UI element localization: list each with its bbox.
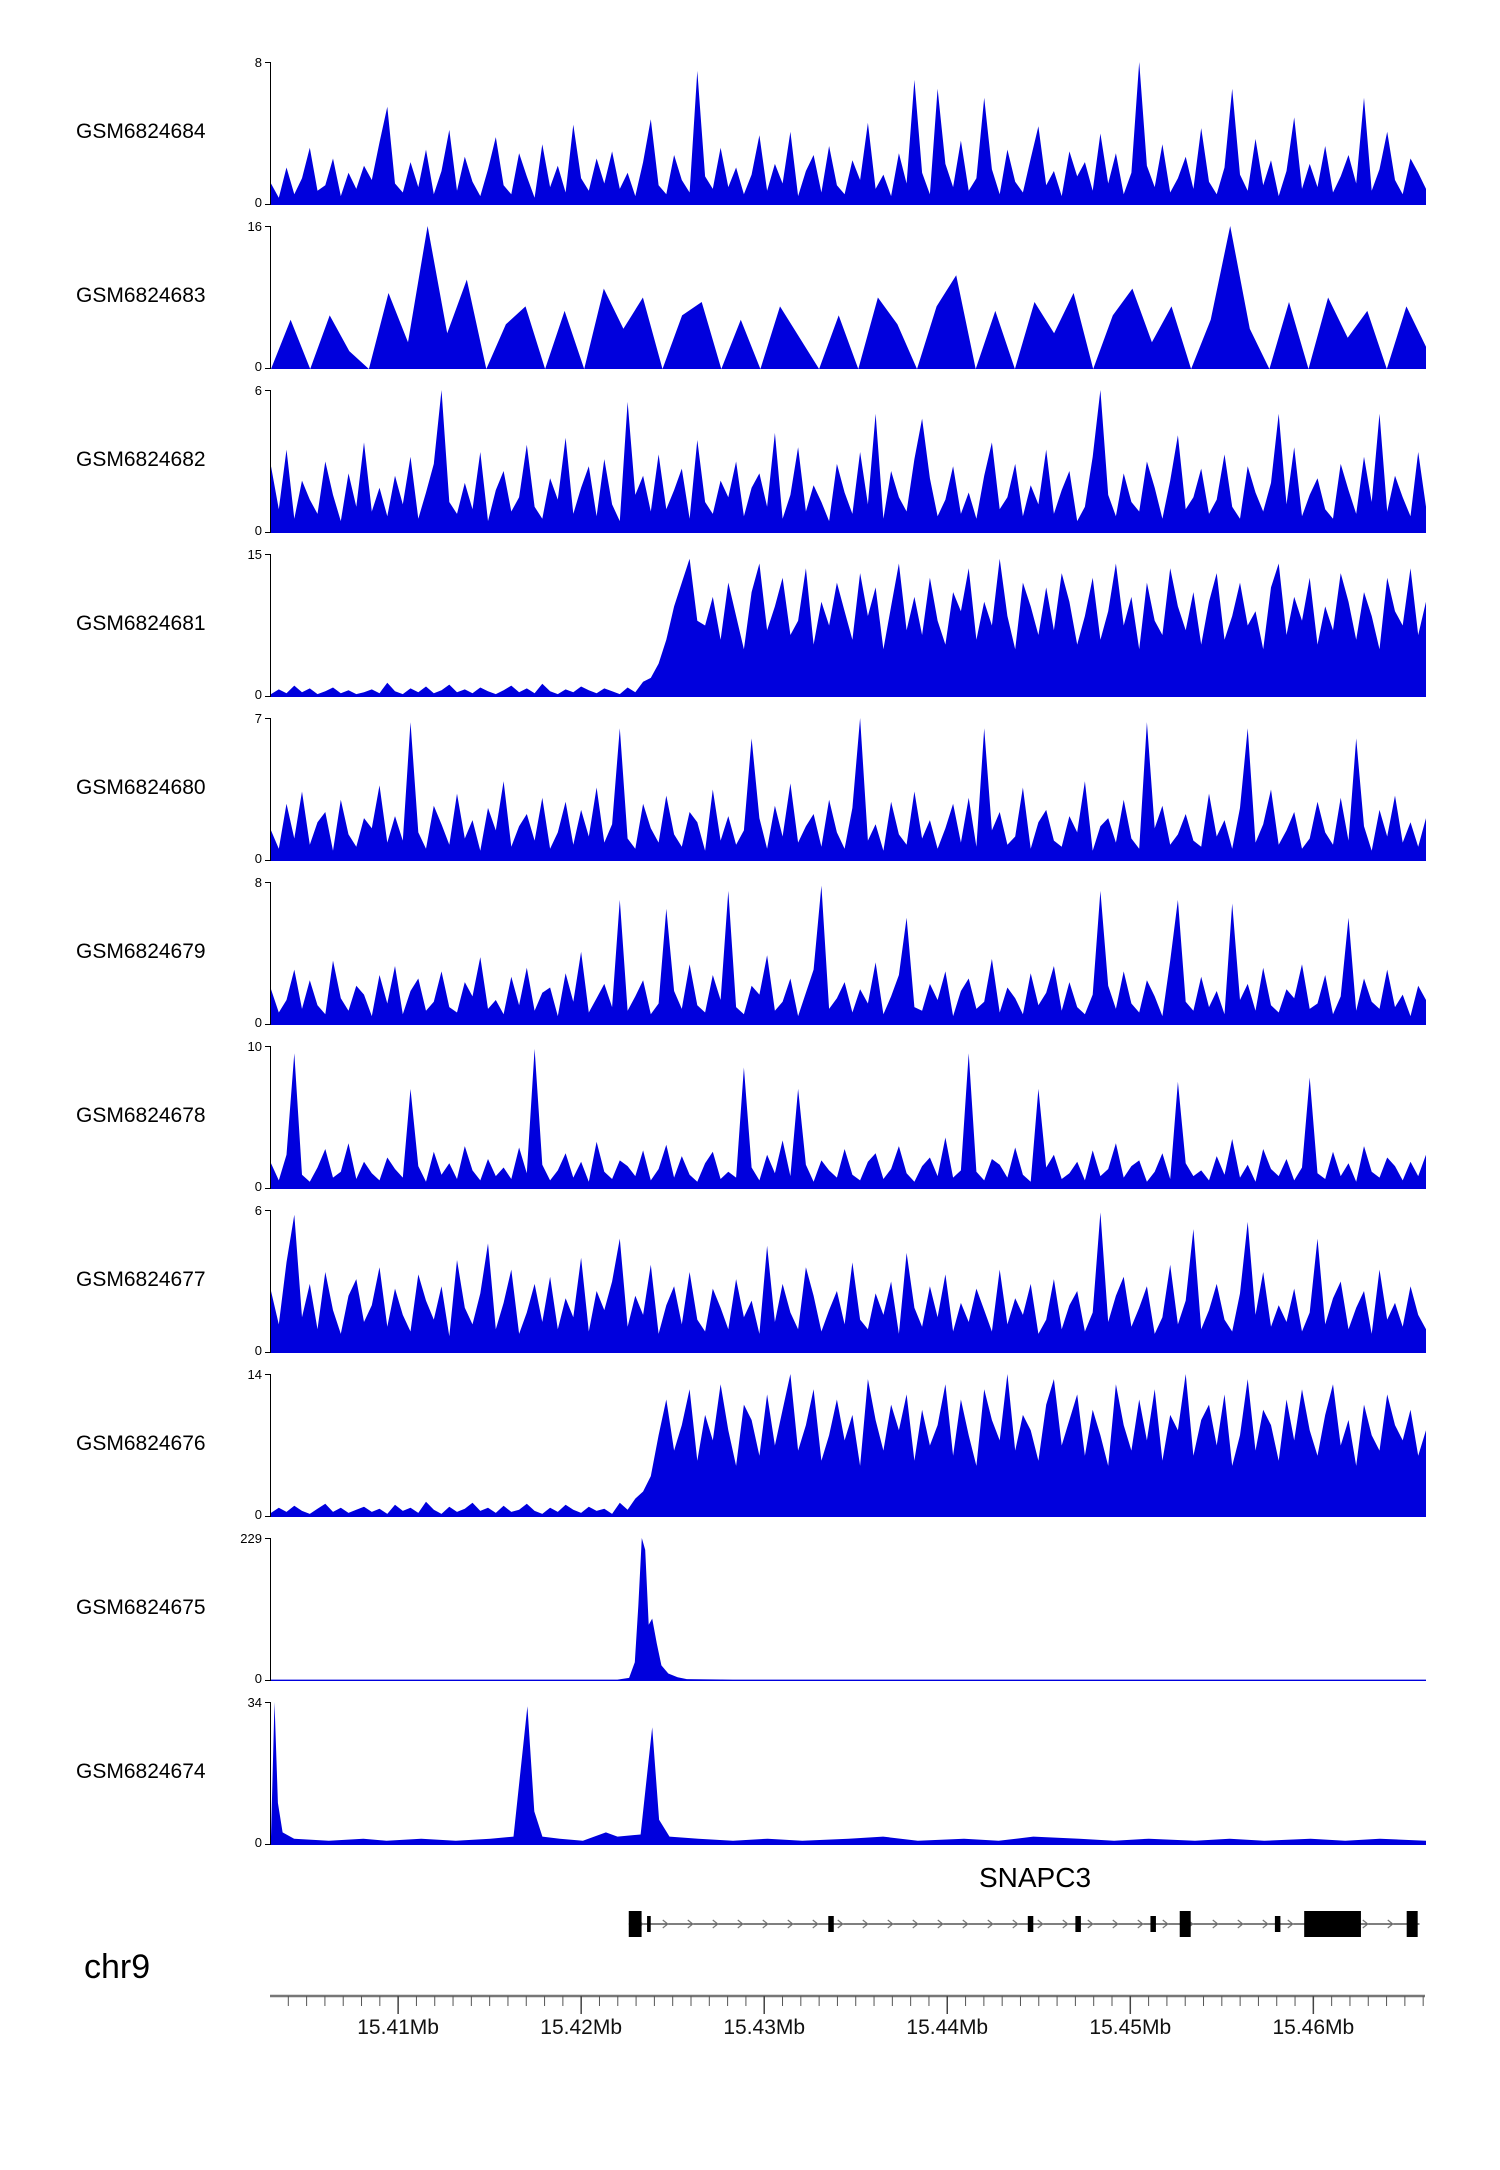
gene-name-label: SNAPC3 xyxy=(978,1862,1092,1893)
y-axis-top-tick xyxy=(265,390,270,391)
track-label: GSM6824677 xyxy=(76,1268,206,1291)
axis-tick-label: 15.45Mb xyxy=(1089,2016,1171,2039)
y-axis-line xyxy=(270,718,271,861)
y-axis-bottom-tick xyxy=(265,1844,270,1845)
y-axis-top-tick xyxy=(265,1374,270,1375)
track-label: GSM6824683 xyxy=(76,284,206,307)
coverage-signal xyxy=(271,1538,1426,1681)
track-label: GSM6824680 xyxy=(76,776,206,799)
y-axis-line xyxy=(270,1374,271,1517)
y-axis-top-tick xyxy=(265,226,270,227)
y-axis-line xyxy=(270,1210,271,1353)
y-axis-max-label: 34 xyxy=(247,1695,262,1710)
signal-track: GSM6824678 10 0 xyxy=(0,1039,1500,1210)
y-axis-bottom-tick xyxy=(265,696,270,697)
signal-track: GSM6824675 229 0 xyxy=(0,1531,1500,1702)
signal-track: GSM6824681 15 0 xyxy=(0,547,1500,718)
y-axis-top-tick xyxy=(265,1210,270,1211)
y-axis-max-label: 229 xyxy=(240,1531,262,1546)
coverage-signal xyxy=(271,1212,1426,1353)
y-axis-zero-label: 0 xyxy=(254,1015,262,1030)
axis-tick-label: 15.43Mb xyxy=(723,2016,805,2039)
signal-track: GSM6824683 16 0 xyxy=(0,219,1500,390)
signal-track: GSM6824684 8 0 xyxy=(0,55,1500,226)
y-axis-max-label: 10 xyxy=(247,1039,262,1054)
coverage-signal xyxy=(271,1048,1426,1189)
y-axis-bottom-tick xyxy=(265,1352,270,1353)
y-axis-zero-label: 0 xyxy=(254,523,262,538)
y-axis-zero-label: 0 xyxy=(254,851,262,866)
y-axis-max-label: 16 xyxy=(247,219,262,234)
signal-track: GSM6824676 14 0 xyxy=(0,1367,1500,1538)
y-axis-line xyxy=(270,1538,271,1681)
y-axis-bottom-tick xyxy=(265,1516,270,1517)
y-axis-zero-label: 0 xyxy=(254,195,262,210)
y-axis-zero-label: 0 xyxy=(254,1671,262,1686)
coverage-signal xyxy=(271,390,1426,533)
gene-model xyxy=(628,1911,1420,1937)
y-axis-line xyxy=(270,62,271,205)
coverage-signal xyxy=(271,1374,1426,1517)
y-axis-max-label: 7 xyxy=(254,711,262,726)
y-axis-line xyxy=(270,1702,271,1845)
y-axis-bottom-tick xyxy=(265,368,270,369)
y-axis-max-label: 14 xyxy=(247,1367,262,1382)
signal-track: GSM6824674 34 0 xyxy=(0,1695,1500,1866)
track-label: GSM6824675 xyxy=(76,1596,206,1619)
axis-tick-label: 15.44Mb xyxy=(906,2016,988,2039)
y-axis-zero-label: 0 xyxy=(254,359,262,374)
y-axis-top-tick xyxy=(265,554,270,555)
track-label: GSM6824676 xyxy=(76,1432,206,1455)
y-axis-max-label: 6 xyxy=(254,383,262,398)
track-label: GSM6824684 xyxy=(76,120,206,143)
y-axis-line xyxy=(270,882,271,1025)
y-axis-top-tick xyxy=(265,62,270,63)
coverage-signal xyxy=(271,62,1426,205)
signal-track: GSM6824679 8 0 xyxy=(0,875,1500,1046)
y-axis-top-tick xyxy=(265,1538,270,1539)
y-axis-bottom-tick xyxy=(265,1024,270,1025)
y-axis-line xyxy=(270,554,271,697)
chromosome-label: chr9 xyxy=(84,1948,151,1986)
y-axis-line xyxy=(270,1046,271,1189)
axis-tick-label: 15.46Mb xyxy=(1272,2016,1354,2039)
y-axis-top-tick xyxy=(265,882,270,883)
coverage-signal xyxy=(271,885,1426,1025)
y-axis-line xyxy=(270,226,271,369)
track-label: GSM6824679 xyxy=(76,940,206,963)
y-axis-zero-label: 0 xyxy=(254,1835,262,1850)
y-axis-bottom-tick xyxy=(265,860,270,861)
track-label: GSM6824681 xyxy=(76,612,206,635)
coverage-signal xyxy=(271,1702,1426,1845)
coverage-signal xyxy=(271,718,1426,861)
y-axis-top-tick xyxy=(265,1702,270,1703)
y-axis-max-label: 15 xyxy=(247,547,262,562)
signal-track: GSM6824677 6 0 xyxy=(0,1203,1500,1374)
y-axis-zero-label: 0 xyxy=(254,1343,262,1358)
genome-axis: 15.41Mb 15.42Mb 15.43Mb 15.44Mb 15.45Mb 15.46… xyxy=(270,1994,1425,2039)
signal-track: GSM6824682 6 0 xyxy=(0,383,1500,554)
coverage-signal xyxy=(271,558,1426,697)
y-axis-max-label: 8 xyxy=(254,875,262,890)
y-axis-max-label: 8 xyxy=(254,55,262,70)
y-axis-top-tick xyxy=(265,1046,270,1047)
y-axis-bottom-tick xyxy=(265,1188,270,1189)
y-axis-max-label: 6 xyxy=(254,1203,262,1218)
track-label: GSM6824674 xyxy=(76,1760,206,1783)
y-axis-bottom-tick xyxy=(265,532,270,533)
y-axis-bottom-tick xyxy=(265,204,270,205)
y-axis-zero-label: 0 xyxy=(254,1507,262,1522)
y-axis-zero-label: 0 xyxy=(254,687,262,702)
y-axis-line xyxy=(270,390,271,533)
y-axis-top-tick xyxy=(265,718,270,719)
y-axis-zero-label: 0 xyxy=(254,1179,262,1194)
signal-track: GSM6824680 7 0 xyxy=(0,711,1500,882)
axis-tick-label: 15.41Mb xyxy=(357,2016,439,2039)
axis-tick-label: 15.42Mb xyxy=(540,2016,622,2039)
track-label: GSM6824682 xyxy=(76,448,206,471)
track-label: GSM6824678 xyxy=(76,1104,206,1127)
coverage-signal xyxy=(271,226,1426,369)
y-axis-bottom-tick xyxy=(265,1680,270,1681)
